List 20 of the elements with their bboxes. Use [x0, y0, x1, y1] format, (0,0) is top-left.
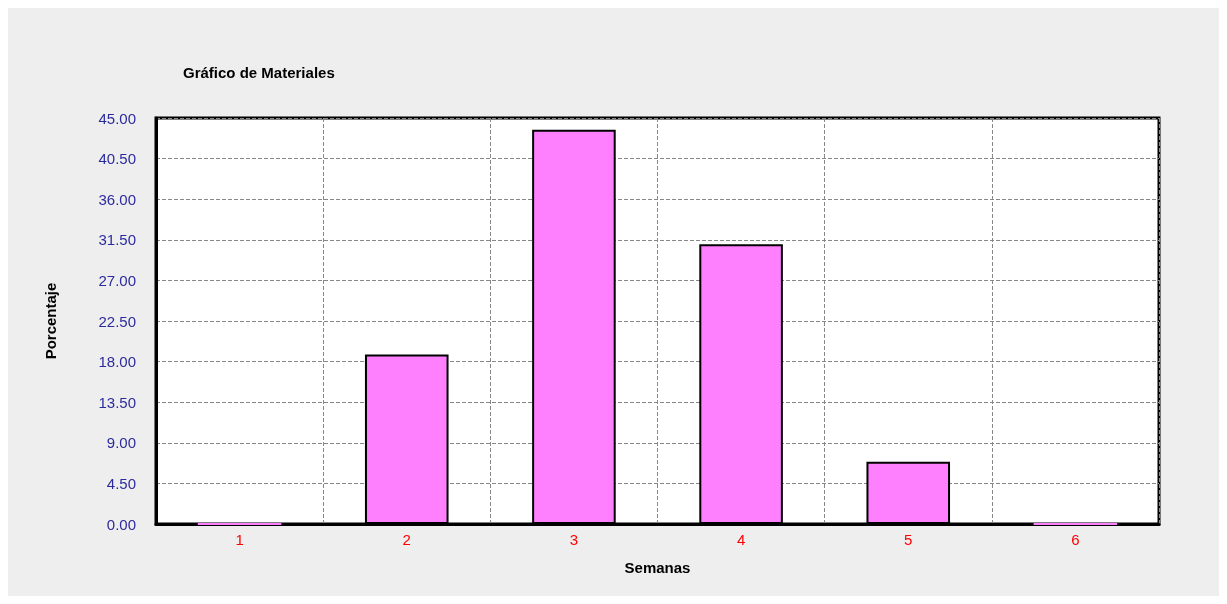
y-axis-title: Porcentaje	[42, 282, 59, 360]
x-tick-label: 3	[569, 531, 579, 548]
x-axis-title: Semanas	[624, 559, 691, 576]
y-tick-label: 18.00	[98, 353, 136, 371]
y-tick-label: 22.50	[98, 312, 136, 330]
x-tick-label: 1	[235, 531, 244, 548]
y-tick-label: 0.00	[106, 515, 136, 533]
x-tick-label: 2	[402, 531, 411, 548]
y-tick-label: 9.00	[106, 434, 136, 452]
chart-title: Gráfico de Materiales	[183, 64, 335, 81]
y-tick-label: 40.50	[98, 150, 136, 168]
x-tick-label: 6	[1071, 531, 1080, 548]
y-tick-label: 13.50	[98, 393, 136, 411]
x-tick-label: 5	[904, 531, 913, 548]
y-tick-label: 31.50	[98, 231, 136, 249]
y-tick-label: 4.50	[106, 474, 136, 492]
y-tick-label: 36.00	[98, 190, 136, 208]
x-tick-label: 4	[736, 531, 746, 548]
y-tick-label: 27.00	[98, 271, 136, 289]
y-tick-label: 45.00	[98, 109, 136, 127]
